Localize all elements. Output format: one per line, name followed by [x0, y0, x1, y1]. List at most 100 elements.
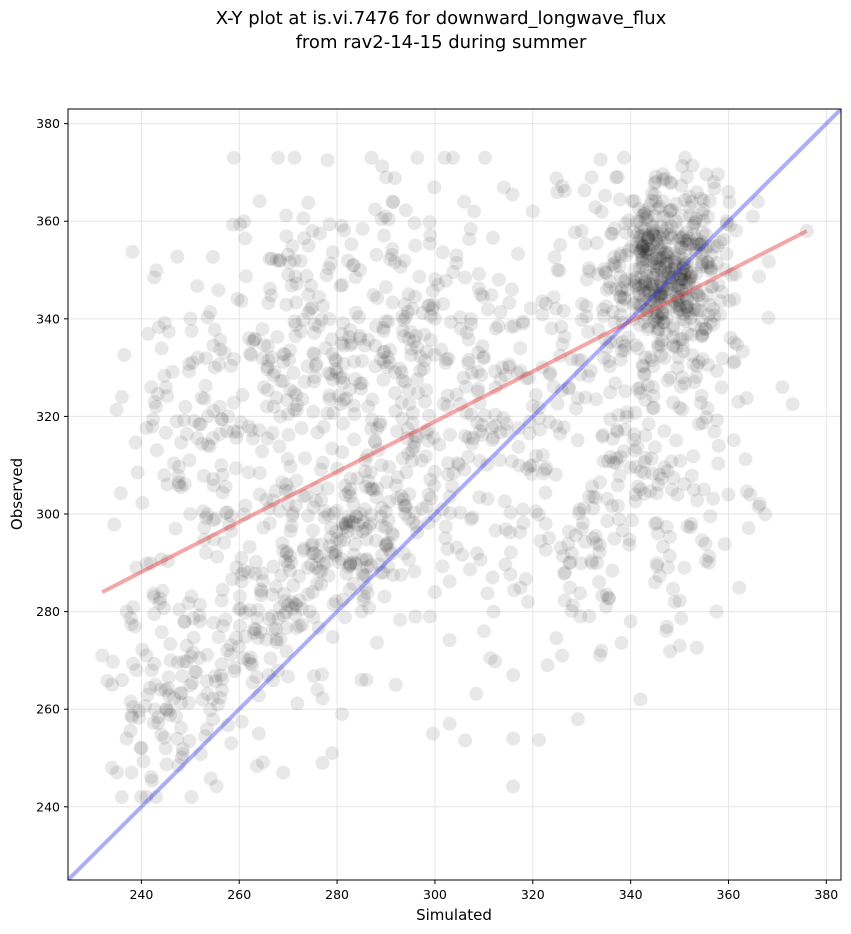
data-point [646, 259, 661, 274]
data-point [652, 322, 667, 337]
x-tick-label: 320 [521, 887, 545, 902]
data-point [645, 279, 660, 294]
data-point [550, 396, 565, 411]
data-point [493, 425, 508, 440]
data-point [668, 214, 683, 229]
data-point [210, 549, 225, 564]
data-point [307, 546, 322, 561]
data-point [642, 276, 657, 291]
data-point [333, 278, 348, 293]
data-point [272, 439, 287, 454]
data-point [647, 255, 662, 270]
data-point [288, 607, 303, 622]
data-point [677, 258, 692, 273]
data-point [312, 550, 327, 564]
data-point [663, 227, 677, 242]
data-point [321, 568, 336, 583]
data-point [200, 647, 215, 662]
data-point [245, 334, 260, 349]
data-point [343, 558, 358, 573]
data-point [263, 651, 278, 666]
data-point [227, 664, 242, 679]
data-point [365, 392, 380, 407]
data-point [179, 654, 194, 669]
data-point [656, 279, 671, 294]
data-point [400, 431, 415, 446]
y-tick-label: 300 [36, 507, 60, 522]
data-point [562, 524, 576, 539]
data-point [400, 304, 415, 319]
data-point [199, 351, 213, 366]
data-point [379, 170, 393, 185]
data-point [208, 674, 223, 689]
data-point [169, 414, 184, 429]
data-point [198, 729, 213, 744]
data-point [686, 449, 701, 464]
data-point [703, 315, 718, 330]
data-point [154, 625, 169, 640]
data-point [695, 352, 710, 367]
data-point [374, 565, 389, 580]
data-point [646, 223, 661, 238]
data-point [682, 237, 697, 252]
data-point [417, 327, 432, 342]
data-point [646, 270, 661, 285]
data-point [158, 380, 173, 395]
data-point [586, 531, 600, 546]
data-point [602, 359, 617, 374]
data-point [638, 428, 653, 443]
data-point [605, 257, 620, 272]
data-point [382, 542, 397, 557]
data-point [153, 682, 168, 697]
data-point [637, 292, 651, 307]
data-point [401, 511, 416, 526]
data-point [505, 187, 520, 202]
data-point [617, 274, 632, 289]
data-point [158, 683, 173, 698]
data-point [281, 557, 295, 572]
data-point [368, 202, 383, 217]
data-point [669, 196, 684, 211]
data-point [679, 299, 694, 314]
data-point [584, 170, 599, 185]
data-point [305, 536, 320, 551]
data-point [635, 239, 650, 254]
data-point [421, 433, 435, 448]
data-point [612, 259, 627, 274]
data-point [585, 556, 600, 571]
data-point [200, 310, 215, 325]
data-point [731, 394, 746, 409]
data-point [284, 278, 299, 293]
data-point [304, 538, 319, 553]
data-point [458, 733, 473, 748]
data-point [237, 214, 252, 229]
data-point [581, 369, 596, 384]
data-point [724, 268, 739, 282]
data-point [307, 317, 322, 332]
data-point [603, 412, 618, 427]
data-point [213, 333, 228, 348]
data-point [407, 505, 422, 520]
data-point [281, 427, 296, 442]
data-point [335, 592, 350, 607]
data-point [703, 509, 718, 524]
x-tick-label: 360 [717, 887, 741, 902]
data-point [309, 548, 324, 563]
data-point [488, 321, 503, 336]
data-point [213, 690, 228, 705]
data-point [695, 257, 710, 272]
data-point [288, 269, 303, 284]
data-point [524, 466, 539, 481]
data-point [405, 301, 420, 316]
data-point [641, 210, 655, 224]
data-point [312, 564, 327, 579]
data-point [664, 282, 679, 297]
data-point [354, 604, 369, 619]
data-point [464, 365, 479, 380]
data-point [177, 614, 192, 629]
data-point [654, 311, 668, 326]
data-point [184, 790, 199, 804]
data-point [319, 555, 334, 570]
data-point [346, 398, 361, 413]
